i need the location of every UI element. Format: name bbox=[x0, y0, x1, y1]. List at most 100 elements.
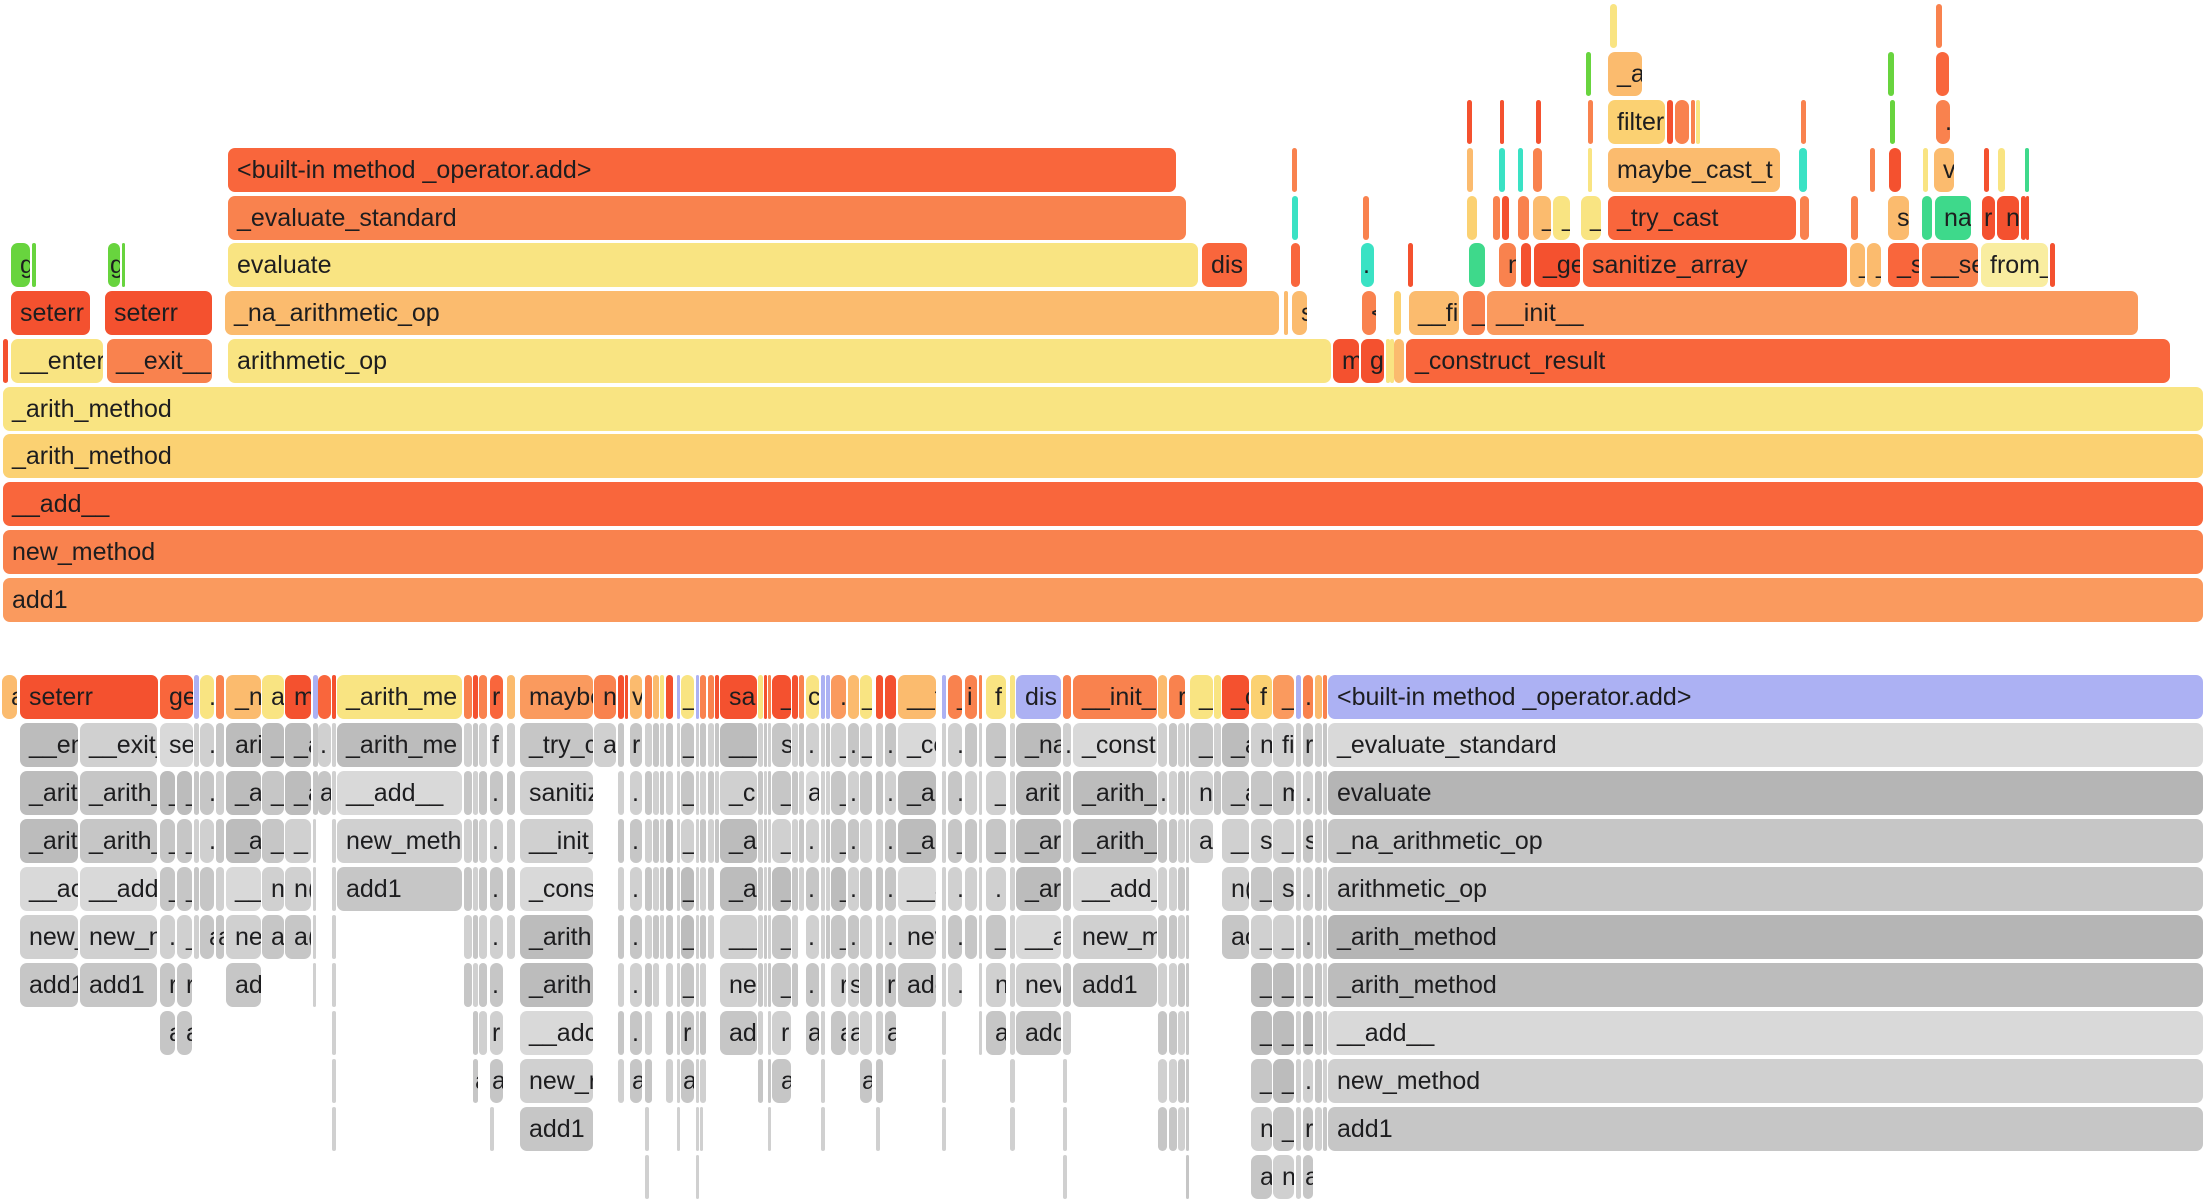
frame-sliver[interactable]: _ bbox=[681, 819, 694, 863]
frame-a[interactable]: _a bbox=[720, 867, 757, 911]
frame-c[interactable]: _c bbox=[1222, 675, 1249, 719]
frame-sliver[interactable] bbox=[1292, 148, 1297, 192]
frame-new-method[interactable]: new_method bbox=[3, 530, 2203, 574]
frame-sliver[interactable] bbox=[1169, 915, 1177, 959]
frame-r[interactable]: r bbox=[772, 1011, 791, 1055]
frame-sliver[interactable] bbox=[1984, 148, 1989, 192]
frame-sliver[interactable] bbox=[194, 819, 199, 863]
frame-sliver[interactable] bbox=[1408, 243, 1413, 287]
frame-sliver[interactable] bbox=[1158, 963, 1167, 1007]
frame-a[interactable]: _a bbox=[285, 723, 311, 767]
frame-sliver[interactable] bbox=[1315, 963, 1322, 1007]
frame-sliver[interactable] bbox=[1186, 867, 1189, 911]
frame-sliver[interactable] bbox=[860, 1011, 872, 1055]
frame-sliver[interactable] bbox=[677, 1011, 680, 1055]
frame-sliver[interactable] bbox=[942, 1107, 946, 1151]
frame-sliver[interactable]: . bbox=[848, 771, 859, 815]
frame-sliver[interactable]: _ bbox=[860, 675, 872, 719]
frame-sliver[interactable] bbox=[965, 819, 977, 863]
frame-add[interactable]: __add_ bbox=[1073, 867, 1157, 911]
frame-add1[interactable]: add1 bbox=[520, 1107, 593, 1151]
frame-sliver[interactable] bbox=[479, 867, 487, 911]
frame-sliver[interactable] bbox=[979, 771, 982, 815]
frame-sliver[interactable] bbox=[313, 771, 318, 815]
frame-a[interactable]: a bbox=[772, 1059, 791, 1103]
frame-sliver[interactable]: . bbox=[630, 915, 642, 959]
frame-sliver[interactable] bbox=[122, 243, 125, 287]
frame-from[interactable]: from_ bbox=[1981, 243, 2048, 287]
frame-sliver[interactable] bbox=[1394, 291, 1401, 335]
frame-sliver[interactable] bbox=[1178, 723, 1185, 767]
frame-sliver[interactable] bbox=[2025, 148, 2029, 192]
frame-sliver[interactable]: . bbox=[885, 723, 896, 767]
frame-a[interactable]: _a bbox=[285, 771, 311, 815]
frame-sliver[interactable] bbox=[1178, 771, 1185, 815]
frame-a[interactable]: a bbox=[473, 1059, 478, 1103]
frame-sliver[interactable] bbox=[768, 771, 771, 815]
frame-sliver[interactable]: . bbox=[806, 723, 819, 767]
frame-f[interactable]: f bbox=[490, 723, 503, 767]
frame-a[interactable]: a bbox=[490, 1059, 503, 1103]
frame-a[interactable]: a bbox=[318, 771, 331, 815]
frame-a[interactable]: _a bbox=[1222, 723, 1249, 767]
frame-sliver[interactable] bbox=[1394, 339, 1404, 383]
frame-sliver[interactable] bbox=[507, 819, 515, 863]
frame-sliver[interactable]: . bbox=[630, 819, 642, 863]
frame-sliver[interactable] bbox=[1799, 148, 1807, 192]
frame-sliver[interactable]: . bbox=[630, 867, 642, 911]
frame-sliver[interactable] bbox=[696, 1011, 699, 1055]
frame-sliver[interactable] bbox=[1296, 867, 1301, 911]
frame-sliver[interactable]: . bbox=[948, 867, 962, 911]
frame-sliver[interactable] bbox=[618, 723, 624, 767]
frame-sliver[interactable]: _ bbox=[831, 771, 846, 815]
frame-sliver[interactable] bbox=[708, 675, 714, 719]
frame-sliver[interactable] bbox=[792, 675, 798, 719]
frame-r[interactable]: r bbox=[885, 963, 896, 1007]
frame-sliver[interactable] bbox=[696, 867, 699, 911]
frame-maybe-cast-t[interactable]: maybe_cast_t bbox=[1608, 148, 1780, 192]
frame-sliver[interactable] bbox=[876, 675, 883, 719]
frame-sliver[interactable] bbox=[1323, 867, 1327, 911]
frame-sliver[interactable] bbox=[660, 819, 664, 863]
frame-g[interactable]: g bbox=[108, 243, 120, 287]
frame-sliver[interactable] bbox=[876, 819, 883, 863]
frame-sliver[interactable] bbox=[700, 1107, 703, 1151]
frame-sliver[interactable]: _ bbox=[1303, 963, 1313, 1007]
frame-a[interactable]: _a bbox=[226, 771, 261, 815]
frame-a[interactable]: a bbox=[806, 771, 819, 815]
frame-sliver[interactable] bbox=[1186, 1155, 1189, 1199]
frame-sliver[interactable]: _ bbox=[831, 819, 846, 863]
frame-sliver[interactable] bbox=[821, 819, 825, 863]
frame-a[interactable]: a bbox=[1251, 1155, 1272, 1199]
frame-sliver[interactable] bbox=[768, 1059, 771, 1103]
frame-sliver[interactable] bbox=[464, 963, 472, 1007]
frame-sliver[interactable] bbox=[194, 771, 199, 815]
frame-evaluate-standard[interactable]: _evaluate_standard bbox=[1328, 723, 2203, 767]
frame-adc[interactable]: __adc bbox=[520, 1011, 593, 1055]
frame-sliver[interactable] bbox=[677, 963, 680, 1007]
frame-sliver[interactable] bbox=[1186, 963, 1189, 1007]
frame-arith-method[interactable]: _arith_method bbox=[1328, 915, 2203, 959]
frame-sliver[interactable]: . bbox=[885, 915, 896, 959]
frame-sliver[interactable]: . bbox=[490, 819, 503, 863]
frame-sliver[interactable] bbox=[821, 963, 825, 1007]
frame-sliver[interactable] bbox=[826, 867, 830, 911]
frame-sliver[interactable] bbox=[1063, 963, 1071, 1007]
frame-a[interactable]: a bbox=[986, 1011, 1006, 1055]
frame-sliver[interactable]: . bbox=[318, 723, 331, 767]
frame-sliver[interactable] bbox=[764, 675, 767, 719]
frame-sliver[interactable]: . bbox=[490, 771, 503, 815]
frame-m[interactable]: m bbox=[285, 675, 311, 719]
frame-sliver[interactable] bbox=[696, 1059, 699, 1103]
frame-sliver[interactable]: . bbox=[848, 867, 859, 911]
frame-sliver[interactable] bbox=[758, 1059, 763, 1103]
frame-sliver[interactable] bbox=[1158, 723, 1167, 767]
frame-sliver[interactable] bbox=[1169, 867, 1177, 911]
frame-sliver[interactable] bbox=[660, 771, 664, 815]
frame-evaluate[interactable]: evaluate bbox=[1328, 771, 2203, 815]
frame-sliver[interactable] bbox=[1586, 52, 1591, 96]
frame-sliver[interactable] bbox=[1186, 819, 1189, 863]
frame-en[interactable]: __en bbox=[20, 723, 78, 767]
frame-sliver[interactable] bbox=[821, 1011, 825, 1055]
frame-sliver[interactable]: _ bbox=[1273, 819, 1294, 863]
